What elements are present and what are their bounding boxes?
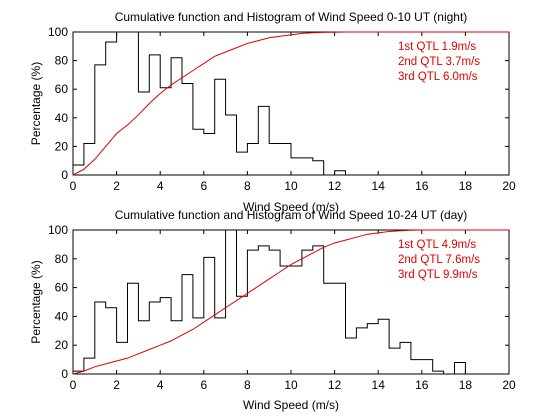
y-tick-label: 60: [55, 82, 69, 96]
x-tick-label: 18: [459, 378, 473, 392]
y-tick-label: 100: [48, 25, 68, 39]
y-tick-label: 40: [55, 111, 69, 125]
quantile-annotation: 1st QTL 4.9m/s: [398, 239, 476, 251]
cumulative-series: [72, 31, 509, 176]
x-tick-label: 4: [157, 179, 164, 193]
x-axis-label: Wind Speed (m/s): [243, 200, 339, 214]
quantile-annotation: 3rd QTL 9.9m/s: [398, 269, 478, 281]
x-tick-label: 12: [328, 179, 342, 193]
x-tick-label: 0: [70, 179, 77, 193]
y-tick-label: 20: [55, 139, 69, 153]
quantile-annotation: 2nd QTL 3.7m/s: [398, 56, 480, 68]
y-tick-label: 20: [55, 338, 69, 352]
y-tick-label: 80: [55, 252, 69, 266]
x-tick-label: 16: [415, 378, 429, 392]
x-tick-label: 10: [284, 179, 298, 193]
x-tick-label: 4: [157, 378, 164, 392]
x-tick-label: 8: [244, 378, 251, 392]
panel-night: Cumulative function and Histogram of Win…: [29, 10, 516, 214]
x-tick-label: 10: [284, 378, 298, 392]
y-tick-label: 100: [48, 223, 68, 237]
x-tick-label: 0: [70, 378, 77, 392]
y-tick-label: 0: [61, 367, 68, 381]
x-tick-label: 8: [244, 179, 251, 193]
x-axis-label: Wind Speed (m/s): [243, 398, 339, 412]
chart-title: Cumulative function and Histogram of Win…: [115, 208, 468, 222]
histogram-series: [72, 31, 509, 176]
x-tick-label: 20: [502, 378, 516, 392]
x-tick-label: 12: [328, 378, 342, 392]
chart-title: Cumulative function and Histogram of Win…: [115, 10, 468, 24]
y-tick-label: 40: [55, 309, 69, 323]
quantile-annotation: 2nd QTL 7.6m/s: [398, 254, 480, 266]
x-tick-label: 16: [415, 179, 429, 193]
x-tick-label: 14: [372, 378, 386, 392]
y-axis-label: Percentage (%): [29, 260, 43, 343]
quantile-annotation: 1st QTL 1.9m/s: [398, 41, 476, 53]
x-tick-label: 2: [113, 378, 120, 392]
y-tick-label: 0: [61, 168, 68, 182]
x-tick-label: 6: [200, 378, 207, 392]
x-tick-label: 14: [372, 179, 386, 193]
x-tick-label: 20: [502, 179, 516, 193]
panel-day: Cumulative function and Histogram of Win…: [29, 208, 516, 412]
quantile-annotation: 3rd QTL 6.0m/s: [398, 71, 478, 83]
x-tick-label: 18: [459, 179, 473, 193]
histogram-series: [72, 229, 509, 375]
y-tick-label: 80: [55, 54, 69, 68]
y-tick-label: 60: [55, 281, 69, 295]
y-axis-label: Percentage (%): [29, 62, 43, 145]
cumulative-series: [72, 229, 509, 375]
x-tick-label: 2: [113, 179, 120, 193]
x-tick-label: 6: [200, 179, 207, 193]
